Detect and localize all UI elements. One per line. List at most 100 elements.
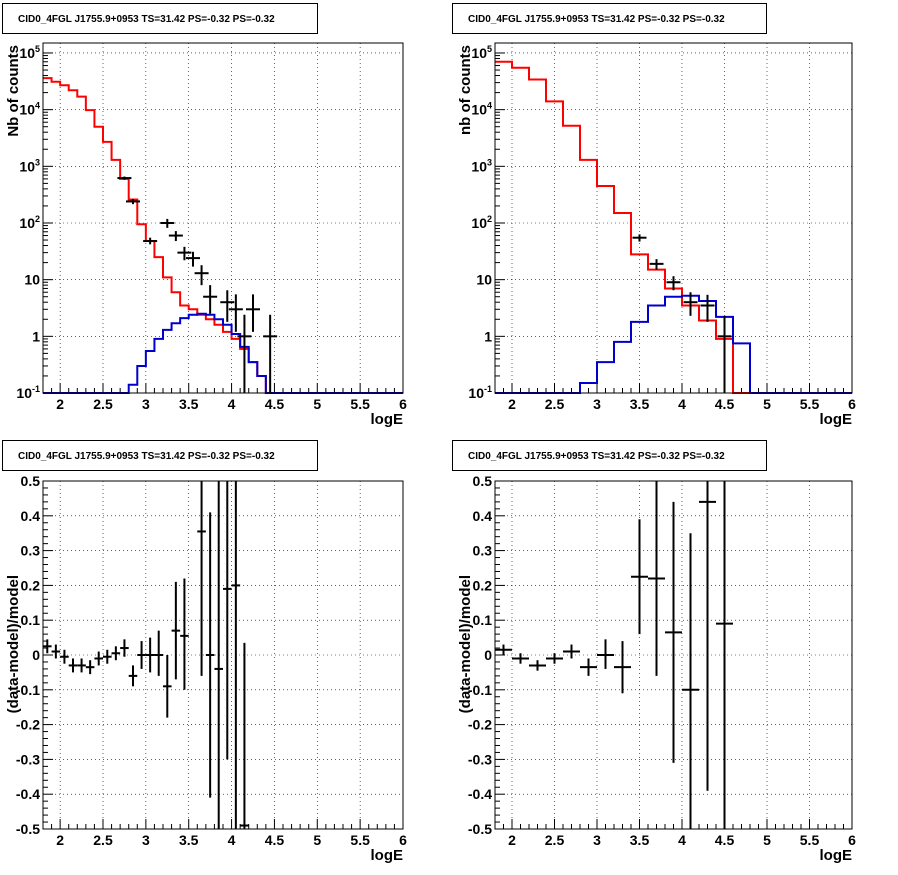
chart-panel-4: CID0_4FGL J1755.9+0953 TS=31.42 PS=-0.32… — [452, 440, 856, 864]
residual-point — [51, 644, 61, 659]
x-tick-label: 3.5 — [179, 832, 199, 848]
y-tick-label: 103 — [19, 157, 40, 174]
residual-point — [103, 649, 112, 664]
data-point — [700, 294, 715, 322]
data-point — [194, 265, 209, 286]
y-tick-label: 102 — [19, 214, 40, 231]
plot-frame — [42, 42, 404, 394]
residual-point — [60, 649, 69, 664]
residual-point — [77, 658, 86, 673]
residual-point — [68, 658, 78, 673]
residual-point — [197, 481, 206, 676]
x-axis-label: logE — [820, 847, 853, 864]
chart-title: CID0_4FGL J1755.9+0953 TS=31.42 PS=-0.32… — [468, 14, 725, 25]
residual-point — [231, 481, 241, 829]
residual-point — [631, 519, 648, 635]
data-point — [186, 251, 200, 267]
plot-frame — [494, 42, 853, 394]
x-tick-label: 5.5 — [800, 832, 820, 848]
histogram-series-total-model — [495, 60, 852, 394]
data-point — [168, 231, 183, 242]
chart-panel-3: CID0_4FGL J1755.9+0953 TS=31.42 PS=-0.32… — [2, 440, 407, 864]
residual-point — [43, 639, 52, 654]
y-tick-label: 10-1 — [468, 384, 492, 401]
y-tick-label: 1 — [32, 328, 40, 344]
chart-title-box — [452, 440, 767, 471]
x-tick-label: 3 — [593, 396, 601, 412]
x-tick-label: 2.5 — [545, 832, 565, 848]
residual-point — [580, 658, 597, 676]
data-point — [203, 285, 218, 314]
data-point — [717, 315, 732, 393]
y-tick-label: -0.5 — [468, 821, 492, 837]
y-tick-label: 0.2 — [21, 577, 41, 593]
residual-point — [145, 637, 155, 673]
x-tick-label: 6 — [848, 396, 856, 412]
y-tick-label: 102 — [471, 214, 492, 231]
residual-point — [563, 644, 580, 659]
x-tick-label: 2 — [508, 396, 516, 412]
x-tick-label: 5.5 — [350, 832, 370, 848]
x-tick-label: 2.5 — [93, 396, 113, 412]
y-tick-label: 0 — [32, 647, 40, 663]
data-point — [177, 246, 192, 261]
residual-point — [171, 581, 181, 680]
x-tick-label: 5 — [313, 832, 321, 848]
plot-frame — [42, 480, 404, 830]
x-tick-label: 2 — [56, 396, 64, 412]
data-point — [117, 176, 132, 180]
chart-title-box — [452, 3, 767, 34]
y-tick-label: 10-1 — [16, 384, 40, 401]
residual-point — [137, 641, 146, 669]
y-tick-label: 0.4 — [473, 508, 493, 524]
chart-panel-1: CID0_4FGL J1755.9+0953 TS=31.42 PS=-0.32… — [2, 3, 407, 428]
data-point — [228, 294, 243, 332]
residual-point — [682, 533, 699, 829]
residual-point — [120, 639, 129, 657]
data-point — [160, 218, 175, 228]
y-tick-label: -0.5 — [16, 821, 40, 837]
residual-point — [495, 644, 512, 655]
y-axis-label: nb of counts — [457, 45, 474, 135]
y-tick-label: 105 — [471, 44, 492, 61]
x-tick-label: 5.5 — [350, 396, 370, 412]
x-tick-label: 6 — [399, 396, 407, 412]
x-axis-label: logE — [371, 847, 404, 864]
data-point — [649, 259, 664, 270]
x-tick-label: 3.5 — [179, 396, 199, 412]
data-point — [246, 294, 260, 332]
y-tick-label: 10 — [24, 272, 40, 288]
x-tick-label: 2.5 — [93, 832, 113, 848]
y-tick-label: 0.3 — [21, 543, 41, 559]
x-tick-label: 4 — [228, 832, 236, 848]
y-tick-label: -0.2 — [468, 717, 492, 733]
residual-point — [529, 660, 546, 671]
residual-point — [665, 501, 682, 763]
y-tick-label: -0.4 — [468, 786, 492, 802]
chart-title-box — [2, 3, 318, 34]
y-tick-label: 104 — [19, 101, 40, 118]
x-tick-label: 5 — [313, 396, 321, 412]
y-tick-label: 104 — [471, 101, 492, 118]
histogram-series-source-model — [495, 294, 852, 394]
residual-point — [223, 481, 232, 760]
histogram-series-source-model — [43, 312, 403, 394]
x-tick-label: 2.5 — [545, 396, 565, 412]
x-tick-label: 5.5 — [800, 396, 820, 412]
x-tick-label: 3 — [593, 832, 601, 848]
chart-title: CID0_4FGL J1755.9+0953 TS=31.42 PS=-0.32… — [18, 14, 275, 25]
residual-point — [546, 653, 563, 664]
x-tick-label: 6 — [848, 832, 856, 848]
x-tick-label: 2 — [508, 832, 516, 848]
y-tick-label: -0.1 — [16, 682, 40, 698]
x-tick-label: 3 — [142, 396, 150, 412]
y-tick-label: -0.1 — [468, 682, 492, 698]
histogram-series-total-model — [43, 77, 403, 394]
y-tick-label: -0.4 — [16, 786, 40, 802]
data-point — [220, 290, 235, 322]
y-tick-label: 0.5 — [473, 473, 493, 489]
x-tick-label: 4 — [678, 832, 686, 848]
data-point — [632, 234, 647, 242]
y-tick-label: -0.2 — [16, 717, 40, 733]
